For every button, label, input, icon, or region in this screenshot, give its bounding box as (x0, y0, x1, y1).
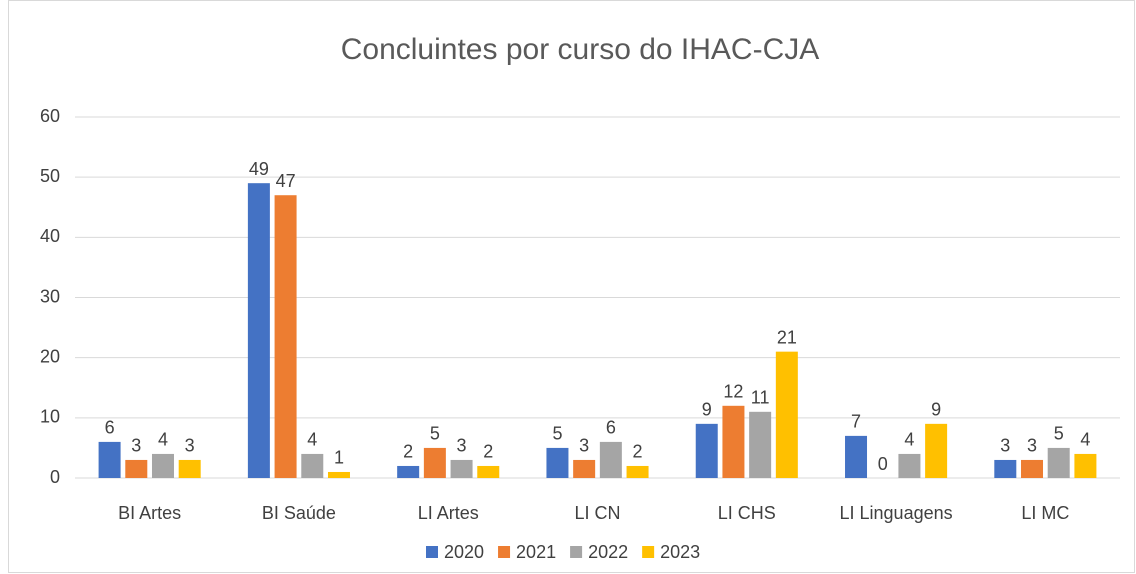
bar (626, 465, 649, 478)
data-label: 4 (904, 430, 914, 450)
bar (397, 465, 420, 478)
data-label: 4 (307, 430, 317, 450)
data-label: 6 (105, 418, 115, 438)
bar (925, 423, 948, 478)
bar (898, 453, 921, 478)
y-tick-label: 20 (40, 346, 60, 366)
bar (301, 453, 324, 478)
y-tick-label: 30 (40, 286, 60, 306)
bar (1021, 459, 1044, 478)
data-label: 11 (751, 388, 770, 408)
bar (695, 423, 718, 478)
data-label: 2 (633, 442, 643, 462)
bar (775, 351, 798, 478)
legend-label: 2022 (588, 542, 628, 562)
bar (1047, 447, 1070, 478)
y-tick-label: 10 (40, 407, 60, 427)
y-tick-label: 40 (40, 226, 60, 246)
legend-swatch (498, 546, 511, 558)
bar (546, 447, 569, 478)
data-label: 5 (430, 424, 440, 444)
y-tick-label: 0 (50, 467, 60, 487)
bar (599, 441, 622, 478)
legend-label: 2021 (516, 542, 556, 562)
data-label: 3 (131, 436, 141, 456)
data-label: 3 (579, 436, 589, 456)
legend-swatch (642, 546, 655, 558)
data-label: 3 (185, 436, 195, 456)
legend-swatch (426, 546, 438, 558)
bar (151, 453, 174, 478)
data-label: 21 (777, 327, 797, 347)
bar (125, 459, 148, 478)
bar (98, 441, 121, 478)
bar (327, 471, 350, 478)
x-tick-label: LI CN (574, 503, 620, 523)
x-tick-label: LI CHS (718, 503, 776, 523)
bar (450, 459, 473, 478)
data-label: 4 (158, 430, 168, 450)
data-label: 9 (702, 400, 712, 420)
data-label: 5 (552, 424, 562, 444)
bar (423, 447, 446, 478)
data-label: 47 (276, 171, 296, 191)
bar (274, 195, 297, 478)
data-label: 2 (403, 442, 413, 462)
bar (749, 411, 772, 478)
data-label: 1 (334, 448, 344, 468)
legend-swatch (570, 546, 583, 558)
y-tick-label: 60 (40, 106, 60, 126)
data-label: 3 (457, 436, 467, 456)
bar (1074, 453, 1097, 478)
data-label: 4 (1080, 430, 1090, 450)
x-tick-label: LI MC (1021, 503, 1069, 523)
data-label: 0 (878, 454, 888, 474)
x-tick-label: BI Artes (118, 503, 181, 523)
bar (994, 459, 1017, 478)
data-label: 2 (483, 442, 493, 462)
bar (573, 459, 596, 478)
chart-title: Concluintes por curso do IHAC-CJA (341, 33, 820, 66)
data-label: 12 (723, 382, 743, 402)
data-label: 6 (606, 418, 616, 438)
legend-label: 2023 (660, 542, 700, 562)
bar (722, 405, 745, 478)
bar (845, 435, 868, 478)
bar (178, 459, 201, 478)
y-tick-label: 50 (40, 166, 60, 186)
chart-border (8, 0, 1135, 573)
x-tick-label: LI Artes (418, 503, 479, 523)
data-label: 7 (851, 412, 861, 432)
data-label: 49 (249, 159, 269, 179)
x-tick-label: BI Saúde (262, 503, 336, 523)
data-label: 3 (1000, 436, 1010, 456)
bar (247, 183, 270, 478)
x-tick-label: LI Linguagens (840, 503, 953, 523)
data-label: 9 (931, 400, 941, 420)
legend-label: 2020 (444, 542, 484, 562)
bar (477, 465, 500, 478)
data-label: 5 (1054, 424, 1064, 444)
data-label: 3 (1027, 436, 1037, 456)
